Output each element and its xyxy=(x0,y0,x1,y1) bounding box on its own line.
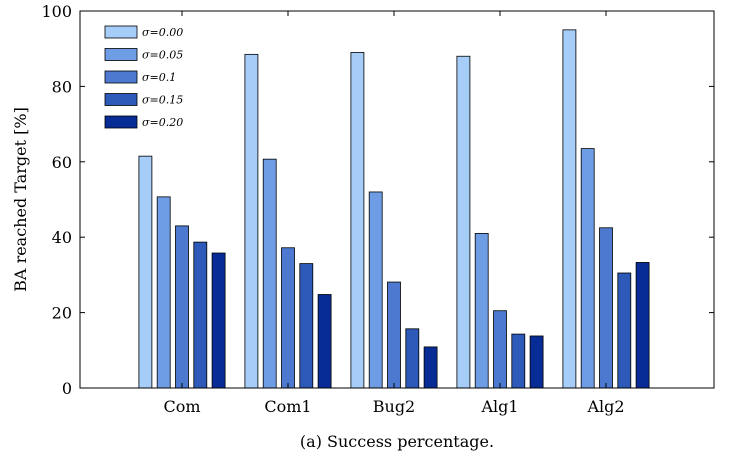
bar xyxy=(617,272,632,389)
bar xyxy=(423,346,438,389)
y-tick-label: 80 xyxy=(52,77,72,96)
y-tick-label: 20 xyxy=(52,304,72,323)
bar xyxy=(456,55,471,389)
x-tick-label: Com1 xyxy=(264,397,311,416)
legend-label: σ=0.20 xyxy=(142,116,183,129)
x-tick-label: Bug2 xyxy=(373,397,415,416)
x-tick-label: Alg2 xyxy=(586,397,624,416)
x-tick-label: Alg1 xyxy=(480,397,518,416)
bar xyxy=(529,335,544,389)
bar xyxy=(387,281,401,389)
x-ticks-group: Com Com1 Bug2 Alg1 Alg2 xyxy=(163,11,625,416)
legend-label: σ=0.1 xyxy=(142,71,176,84)
bar xyxy=(599,227,613,389)
bar xyxy=(156,196,171,389)
bar xyxy=(262,158,277,389)
y-tick-label: 40 xyxy=(52,228,72,247)
legend-label: σ=0.05 xyxy=(142,49,183,62)
legend-swatch xyxy=(104,48,138,61)
bar xyxy=(193,241,208,389)
bar xyxy=(175,225,189,389)
bar xyxy=(211,252,226,389)
bar xyxy=(299,263,314,389)
bar xyxy=(580,148,595,389)
y-tick-label: 100 xyxy=(41,2,72,21)
y-tick-label: 60 xyxy=(52,153,72,172)
y-ticks-group: 0 20 40 60 80 100 xyxy=(41,2,714,398)
legend-swatch xyxy=(104,70,138,84)
legend-label: σ=0.00 xyxy=(142,26,183,39)
bar xyxy=(281,247,295,389)
legend-label: σ=0.15 xyxy=(142,94,183,107)
bar xyxy=(244,53,259,389)
bars-group xyxy=(138,29,650,389)
legend-swatch xyxy=(104,93,138,106)
bar xyxy=(474,233,489,389)
bar xyxy=(405,328,420,389)
bar xyxy=(511,333,526,389)
y-tick-label: 0 xyxy=(62,379,72,398)
bar xyxy=(562,29,577,389)
bar xyxy=(493,310,507,389)
legend-swatch xyxy=(104,25,138,39)
bar xyxy=(635,262,650,389)
y-axis-label: BA reached Target [%] xyxy=(11,107,30,292)
legend: σ=0.00 σ=0.05 σ=0.1 σ=0.15 σ=0.20 xyxy=(104,25,183,129)
bar xyxy=(317,294,332,389)
plot-frame xyxy=(79,10,715,389)
legend-swatch xyxy=(104,115,138,129)
figure-caption: (a) Success percentage. xyxy=(300,432,494,451)
bar xyxy=(368,191,383,389)
bar xyxy=(138,155,153,389)
x-tick-label: Com xyxy=(163,397,200,416)
bar xyxy=(350,52,365,389)
